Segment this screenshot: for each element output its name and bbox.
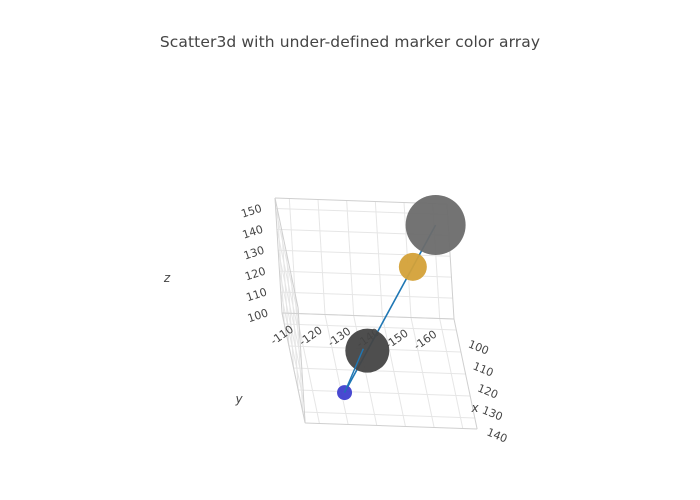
grid-line-x-floor — [284, 323, 457, 331]
box-edge — [281, 312, 306, 424]
grid-line-z-wall — [276, 229, 301, 340]
trace-layer — [337, 194, 466, 401]
grid-line-x-floor — [298, 389, 471, 397]
grid-line-x-floor — [293, 367, 466, 375]
grid-line-y-floor — [439, 318, 464, 429]
grid-line-z-wall — [278, 271, 304, 382]
z-tick-label: 140 — [241, 223, 265, 242]
grid-line-z-wall — [278, 249, 451, 257]
data-point-3[interactable] — [345, 328, 390, 373]
grid-line-y-wall — [374, 201, 383, 317]
y-axis-title: y — [234, 392, 243, 406]
box-edge — [305, 422, 478, 430]
grid-line-z-wall — [280, 291, 305, 403]
trace-line-front — [343, 348, 364, 393]
z-tick-label: 120 — [243, 265, 267, 284]
z-tick-label: 130 — [242, 244, 266, 263]
grid-line-z-wall — [277, 250, 302, 361]
box-edge — [274, 197, 299, 309]
grid-line-y-floor — [410, 317, 435, 428]
x-axis-title: x — [470, 401, 479, 415]
grid-line-y-wall — [346, 200, 355, 316]
grid-line-z-wall — [280, 291, 453, 299]
grid-line-x-floor — [302, 411, 475, 419]
data-point-2[interactable] — [398, 252, 427, 281]
data-point-1[interactable] — [405, 194, 466, 255]
x-tick-label: 110 — [471, 360, 495, 380]
z-tick-label: 150 — [240, 202, 264, 221]
grid-line-y-floor — [295, 313, 320, 424]
x-tick-label: 130 — [480, 404, 504, 424]
grid-line-y-floor — [381, 316, 406, 427]
z-axis-title: z — [163, 271, 171, 285]
box-edge — [453, 318, 478, 430]
grid-line-y-floor — [324, 314, 349, 425]
x-tick-label: 100 — [466, 338, 490, 358]
y-tick-label: -120 — [297, 324, 325, 349]
box-edge — [281, 312, 455, 320]
x-tick-label: 120 — [476, 382, 500, 402]
z-tick-label: 100 — [246, 306, 270, 325]
box-edge — [297, 307, 306, 424]
grid-line-y-wall — [317, 199, 326, 315]
chart-title: Scatter3d with under-defined marker colo… — [159, 33, 541, 51]
box-edge — [274, 197, 283, 314]
grid-line-z-wall — [275, 208, 300, 319]
z-tick-label: 110 — [245, 285, 269, 304]
y-tick-label: -160 — [411, 328, 439, 353]
x-tick-label: 140 — [485, 426, 509, 446]
grid-layer — [274, 197, 478, 430]
